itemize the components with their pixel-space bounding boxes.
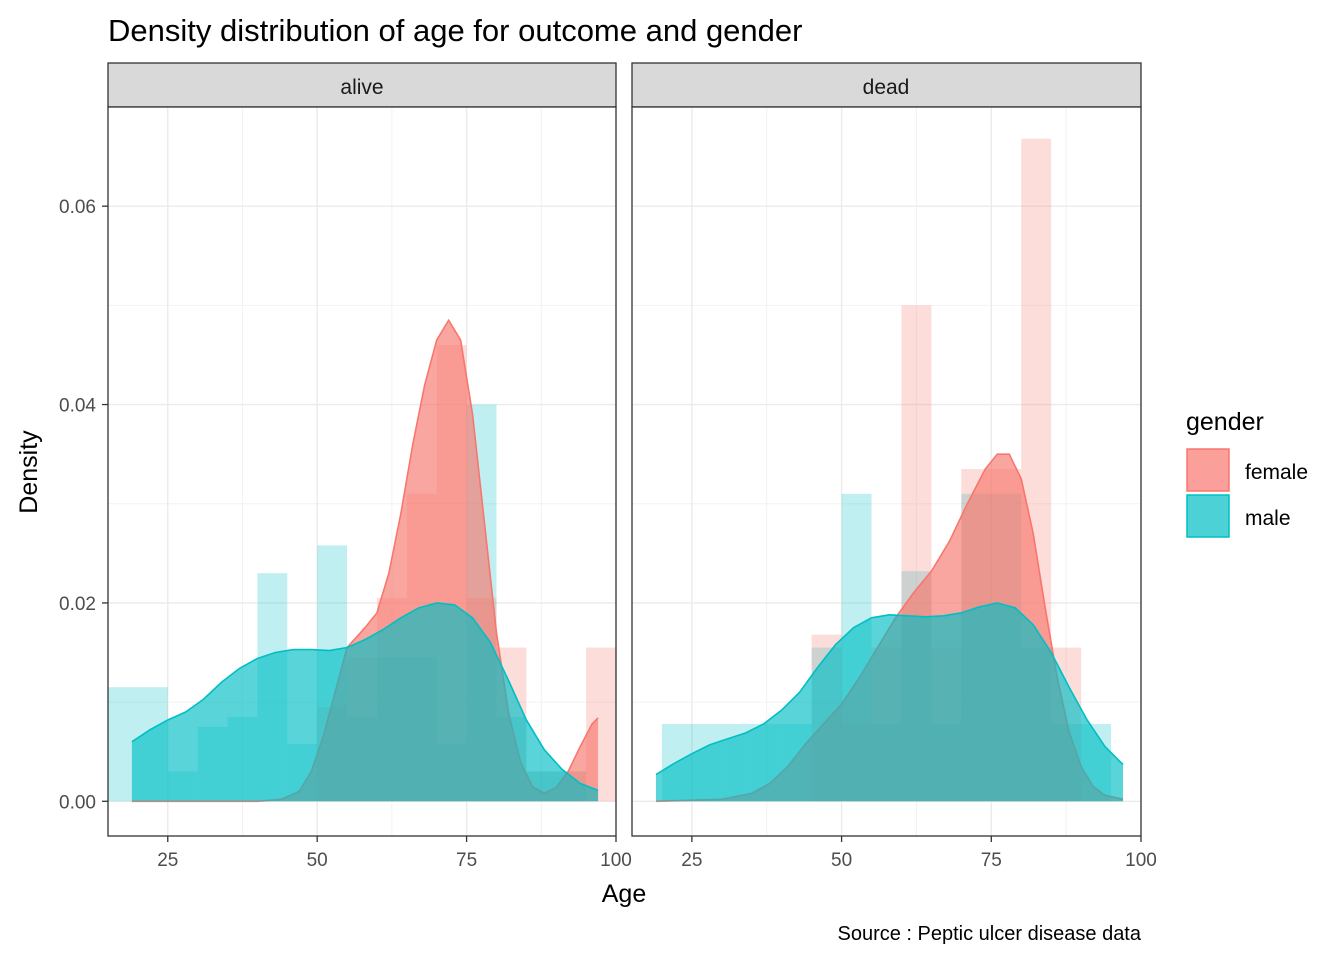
panel-border-alive — [107, 106, 617, 837]
density-dead — [655, 453, 1124, 803]
legend: gender female male — [1186, 408, 1308, 538]
x-tick-label: 75 — [456, 850, 477, 871]
density-alive — [131, 318, 599, 803]
density-area-male — [131, 602, 599, 802]
y-axis: 0.00 0.02 0.04 0.06 — [59, 197, 108, 813]
strip-dead — [631, 62, 1142, 108]
x-tick-label: 25 — [681, 850, 702, 871]
x-tick-label: 100 — [1125, 850, 1157, 871]
legend-label-female: female — [1245, 461, 1308, 484]
strip-alive — [107, 62, 617, 108]
strip-label-dead: dead — [863, 76, 910, 99]
x-tick-label: 100 — [600, 850, 632, 871]
caption: Source : Peptic ulcer disease data — [837, 923, 1141, 945]
density-area-male — [655, 602, 1124, 802]
x-axis-label: Age — [602, 880, 646, 908]
y-tick-label: 0.06 — [59, 197, 96, 218]
x-tick-label: 75 — [981, 850, 1002, 871]
x-axis-dead: 25 50 75 100 — [681, 836, 1157, 871]
panel-alive: alive — [107, 62, 617, 837]
x-tick-label: 50 — [831, 850, 852, 871]
x-axis-alive: 25 50 75 100 — [157, 836, 632, 871]
panel-border-dead — [631, 106, 1142, 837]
legend-label-male: male — [1245, 507, 1291, 530]
density-line-male — [131, 602, 599, 792]
x-tick-label: 50 — [307, 850, 328, 871]
chart-title: Density distribution of age for outcome … — [108, 13, 802, 48]
y-tick-label: 0.00 — [59, 792, 96, 813]
y-tick-label: 0.04 — [59, 396, 96, 417]
legend-title: gender — [1186, 408, 1264, 436]
legend-key-male — [1186, 494, 1230, 538]
strip-label-alive: alive — [340, 76, 383, 99]
legend-key-female — [1186, 448, 1230, 492]
y-tick-label: 0.02 — [59, 594, 96, 615]
density-line-male — [655, 602, 1124, 776]
x-tick-label: 25 — [157, 850, 178, 871]
y-axis-label: Density — [15, 430, 43, 514]
panel-dead: dead — [631, 62, 1142, 837]
